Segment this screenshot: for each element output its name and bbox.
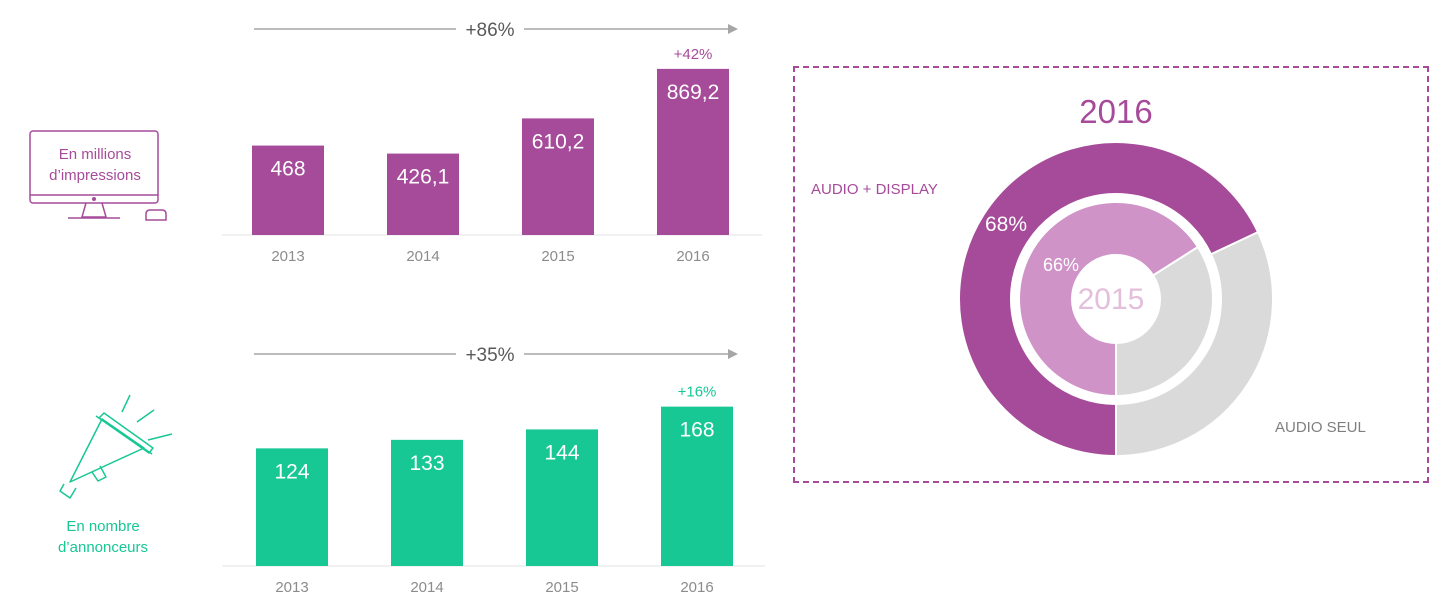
impressions-caption: En millions d’impressions — [36, 144, 154, 186]
x-tick-label: 2015 — [545, 579, 578, 596]
legend-label-audio-display: AUDIO + DISPLAY — [811, 181, 938, 198]
advertisers-caption-line2: d’annonceurs — [57, 539, 149, 556]
bar — [256, 448, 328, 566]
impressions-caption-line1: En millions — [58, 146, 132, 163]
impressions-chart-panel: En millions d’impressions +86% 468 2013 426… — [0, 0, 780, 300]
bar-value-label: 426,1 — [397, 166, 450, 189]
bar-value-label: 144 — [544, 441, 579, 464]
donut-chart-panel — [793, 66, 1429, 483]
donut-segment-audio-only — [1115, 230, 1274, 458]
audio-display-donut-chart: 2016 2015 68% 66% AUDIO + DISPLAY AUDIO SEUL — [811, 93, 1366, 458]
advertisers-caption: En nombre d’annonceurs — [44, 516, 162, 558]
advertisers-chart-panel: En nombre d’annonceurs +35% 124 2013 133 201… — [0, 300, 780, 615]
x-tick-label: 2013 — [271, 248, 304, 265]
inner-percentage-label: 66% — [1043, 255, 1079, 275]
inner-ring-year-label: 2015 — [1078, 283, 1145, 316]
x-tick-label: 2016 — [676, 248, 709, 265]
bar — [522, 118, 594, 235]
x-tick-label: 2015 — [541, 248, 574, 265]
growth-arrow-head-icon — [728, 349, 738, 359]
growth-arrow-head-icon — [728, 24, 738, 34]
x-tick-label: 2014 — [410, 579, 443, 596]
megaphone-icon — [59, 394, 173, 499]
bar-value-label: 168 — [679, 419, 714, 442]
bar — [526, 429, 598, 566]
x-tick-label: 2013 — [275, 579, 308, 596]
bar — [252, 145, 324, 235]
advertisers-bar-chart: +35% 124 2013 133 2014 144 2015 168 2016 +16% — [222, 342, 765, 596]
bar-value-label: 468 — [270, 158, 305, 181]
donut-segment-audio-only — [1115, 245, 1214, 398]
bar-value-label: 869,2 — [667, 81, 720, 104]
bar-value-label: 610,2 — [532, 130, 585, 153]
x-tick-label: 2016 — [680, 579, 713, 596]
donut-segment-audio-display — [958, 141, 1260, 458]
donut-segment-audio-display — [1018, 201, 1200, 398]
bar-value-label: 124 — [274, 460, 309, 483]
bar-value-label: 133 — [409, 452, 444, 475]
growth-label-background — [456, 17, 524, 41]
growth-total-label: +35% — [465, 345, 514, 366]
growth-total-label: +86% — [465, 20, 514, 41]
bar — [391, 439, 463, 566]
bar — [661, 406, 733, 566]
x-tick-label: 2014 — [406, 248, 439, 265]
impressions-bar-chart: +86% 468 2013 426,1 2014 610,2 2015 869,2 2016 +4… — [222, 17, 762, 265]
advertisers-caption-line1: En nombre — [66, 518, 140, 535]
growth-label-background — [456, 342, 524, 366]
desktop-computer-icon — [29, 130, 167, 221]
legend-label-audio-only: AUDIO SEUL — [1275, 419, 1366, 436]
impressions-caption-line2: d’impressions — [49, 167, 141, 184]
growth-last-year-label: +42% — [674, 46, 713, 63]
bar — [387, 153, 459, 235]
outer-ring-year-label: 2016 — [1079, 93, 1152, 130]
bar — [657, 68, 729, 235]
growth-last-year-label: +16% — [678, 384, 717, 401]
outer-percentage-label: 68% — [985, 213, 1027, 236]
